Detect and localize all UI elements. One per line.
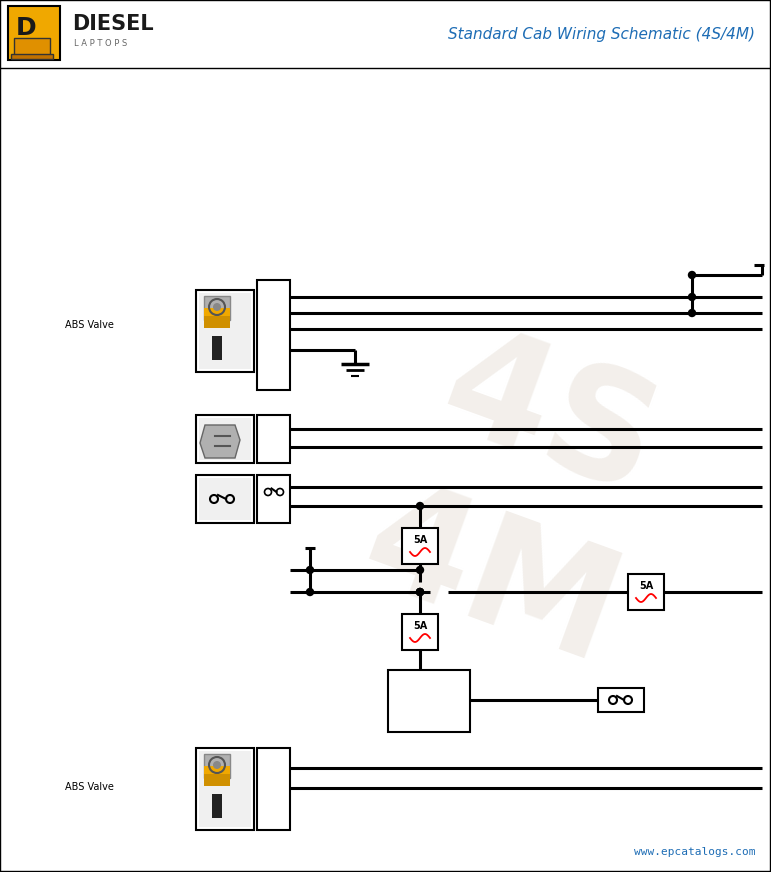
Bar [257,475,290,523]
Text: ABS Valve: ABS Valve [65,782,114,792]
Bar [257,415,290,463]
Bar [212,794,222,818]
Circle shape [307,567,314,574]
Bar [196,290,254,372]
Text: ABS Valve: ABS Valve [65,320,114,330]
Bar [628,574,664,610]
Bar [204,766,230,784]
Bar [402,614,438,650]
Text: D: D [15,16,36,40]
Bar [257,280,290,390]
Bar [204,774,230,786]
Circle shape [213,303,221,311]
Text: 5A: 5A [639,581,653,591]
Circle shape [689,294,695,301]
Circle shape [416,589,423,596]
Bar [204,754,230,778]
Text: www.epcatalogs.com: www.epcatalogs.com [634,847,755,857]
Bar [204,308,230,326]
Bar [204,296,230,320]
Bar [8,6,60,60]
Bar [598,688,644,712]
Bar [257,748,290,830]
Circle shape [416,502,423,509]
Bar [199,478,251,520]
Text: Standard Cab Wiring Schematic (4S/4M): Standard Cab Wiring Schematic (4S/4M) [448,26,755,42]
Text: 5A: 5A [413,535,427,545]
Text: L A P T O P S: L A P T O P S [74,39,127,49]
Circle shape [416,589,423,596]
Circle shape [416,589,423,596]
Polygon shape [200,425,240,458]
Text: DIESEL: DIESEL [72,14,153,34]
Bar [199,293,251,369]
Bar [212,336,222,360]
Bar [199,751,251,827]
Circle shape [213,761,221,769]
Bar [14,38,50,56]
Text: 4S
4M: 4S 4M [344,305,696,695]
Bar [11,9,57,57]
Circle shape [416,567,423,574]
Bar [402,528,438,564]
Bar [196,415,254,463]
Bar [199,418,251,460]
Bar [204,316,230,328]
Circle shape [689,271,695,278]
Circle shape [307,589,314,596]
Bar [196,748,254,830]
Bar [11,54,53,59]
Circle shape [689,310,695,317]
Bar [388,670,470,732]
Text: 5A: 5A [413,621,427,631]
Bar [196,475,254,523]
